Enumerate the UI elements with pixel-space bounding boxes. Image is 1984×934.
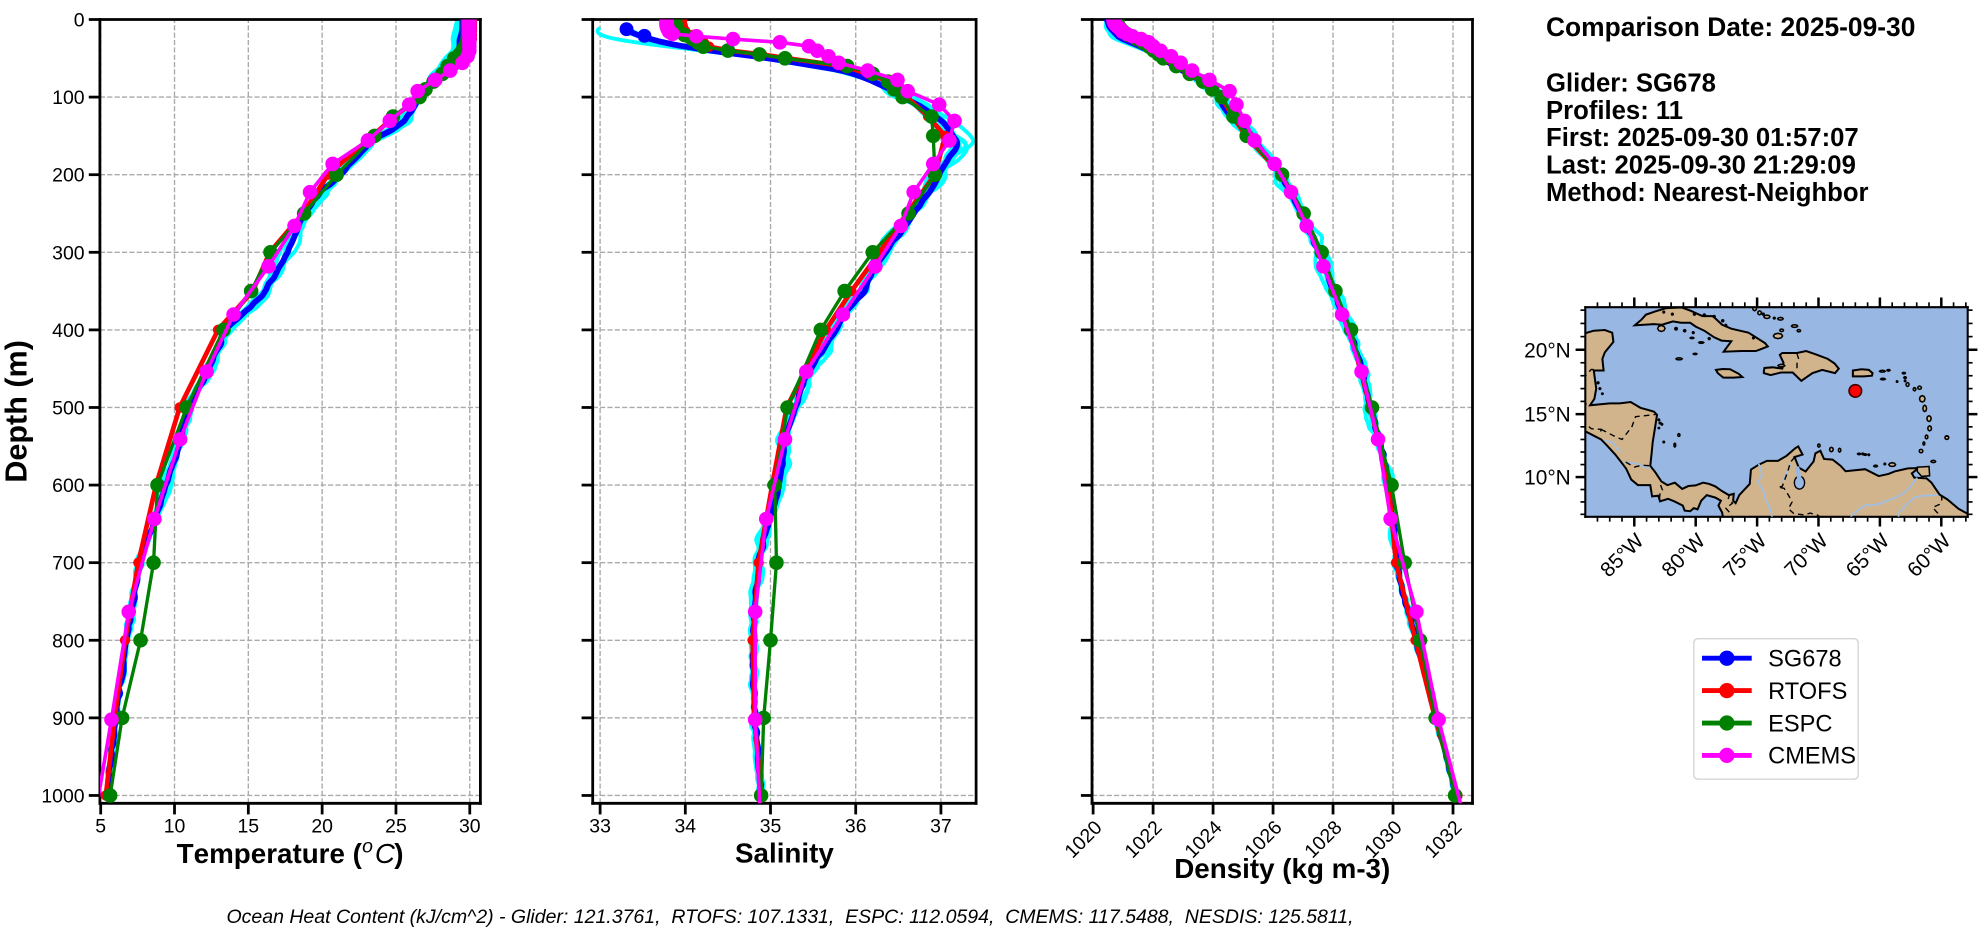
svg-text:First: 2025-09-30 01:57:07: First: 2025-09-30 01:57:07	[1546, 124, 1859, 152]
svg-text:Comparison Date: 2025-09-30: Comparison Date: 2025-09-30	[1546, 12, 1915, 42]
svg-text:Glider: SG678: Glider: SG678	[1546, 70, 1716, 98]
svg-text:700: 700	[52, 553, 85, 575]
svg-text:33: 33	[589, 816, 611, 838]
svg-text:400: 400	[52, 320, 85, 342]
svg-text:600: 600	[52, 475, 85, 497]
svg-text:Profiles: 11: Profiles: 11	[1546, 97, 1683, 125]
svg-text:Ocean Heat Content (kJ/cm^2) -: Ocean Heat Content (kJ/cm^2) - Glider: 1…	[226, 906, 1353, 928]
svg-text:SG678: SG678	[1768, 646, 1842, 672]
svg-text:10: 10	[164, 816, 186, 838]
svg-text:36: 36	[845, 816, 867, 838]
svg-text:20°N: 20°N	[1524, 339, 1571, 362]
svg-text:900: 900	[52, 708, 85, 730]
svg-text:800: 800	[52, 630, 85, 652]
svg-text:Last: 2025-09-30 21:29:09: Last: 2025-09-30 21:29:09	[1546, 152, 1856, 180]
svg-text:20: 20	[311, 816, 333, 838]
svg-text:RTOFS: RTOFS	[1768, 679, 1847, 705]
svg-text:37: 37	[930, 816, 952, 838]
svg-text:1000: 1000	[41, 786, 84, 808]
svg-text:10°N: 10°N	[1524, 467, 1571, 490]
svg-text:Depth (m): Depth (m)	[0, 340, 34, 483]
svg-text:34: 34	[674, 816, 696, 838]
svg-text:Salinity: Salinity	[735, 837, 834, 868]
svg-text:200: 200	[52, 165, 85, 187]
svg-text:100: 100	[52, 87, 85, 109]
svg-text:300: 300	[52, 242, 85, 264]
svg-text:15°N: 15°N	[1524, 404, 1571, 427]
svg-text:ESPC: ESPC	[1768, 711, 1832, 737]
svg-text:T e m p: T e m p e r a t u r e ( ) o C	[177, 833, 410, 870]
svg-text:0: 0	[74, 10, 85, 32]
svg-text:5: 5	[95, 816, 106, 838]
svg-text:500: 500	[52, 398, 85, 420]
svg-text:25: 25	[385, 816, 407, 838]
svg-text:35: 35	[760, 816, 782, 838]
svg-text:Density (kg m-3): Density (kg m-3)	[1174, 853, 1390, 884]
svg-text:Method: Nearest-Neighbor: Method: Nearest-Neighbor	[1546, 179, 1869, 207]
svg-text:CMEMS: CMEMS	[1768, 744, 1856, 770]
svg-text:30: 30	[459, 816, 481, 838]
svg-text:15: 15	[238, 816, 260, 838]
